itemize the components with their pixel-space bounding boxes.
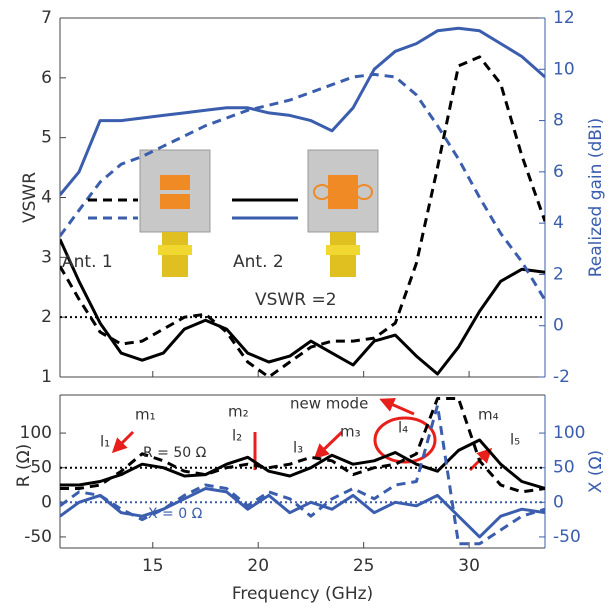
- reference-label: X = 0 Ω: [148, 506, 203, 522]
- series-line: [60, 405, 545, 543]
- y-tick-label: -50: [24, 527, 52, 547]
- y2-tick-label: -50: [553, 527, 581, 547]
- y2-tick-label: 12: [553, 8, 575, 28]
- plot-area: [60, 399, 545, 544]
- annotation: l₄: [398, 419, 408, 437]
- x-tick-label: 20: [247, 556, 269, 576]
- y2-axis-label: X (Ω): [586, 450, 606, 493]
- x-axis-label: Frequency (GHz): [232, 584, 373, 604]
- antenna-2: [308, 150, 378, 277]
- y2-tick-label: 100: [553, 423, 585, 443]
- x-tick-label: 30: [458, 556, 480, 576]
- y2-tick-label: -2: [553, 367, 570, 387]
- y-tick-label: 0: [41, 492, 52, 512]
- series-line: [60, 489, 545, 537]
- y2-tick-label: 10: [553, 59, 575, 79]
- y2-tick-label: 0: [553, 316, 564, 336]
- y2-tick-label: 6: [553, 162, 564, 182]
- y2-tick-label: 8: [553, 111, 564, 131]
- series-line: [60, 74, 545, 300]
- y-tick-label: 4: [41, 188, 52, 208]
- legend-label: Ant. 2: [233, 252, 284, 272]
- y2-tick-label: 50: [553, 458, 575, 478]
- y-tick-label: 2: [41, 307, 52, 327]
- antenna-1: [140, 150, 210, 277]
- annotation: l₃: [293, 439, 303, 457]
- y-tick-label: 7: [41, 8, 52, 28]
- legend-label: Ant. 1: [62, 252, 113, 272]
- y-tick-label: 3: [41, 247, 52, 267]
- annotation: new mode: [290, 395, 368, 413]
- series-line: [60, 57, 545, 377]
- y-tick-label: 5: [41, 128, 52, 148]
- chart: 1234567-2024681012VSWRRealized gain (dBi…: [0, 0, 613, 610]
- plot-area: [60, 28, 545, 377]
- annotation: m₄: [478, 406, 499, 424]
- y2-tick-label: 0: [553, 492, 564, 512]
- y2-tick-label: 4: [553, 213, 564, 233]
- y-axis-label: R (Ω): [14, 444, 34, 487]
- annotation: m₂: [228, 403, 249, 421]
- y-tick-label: 1: [41, 367, 52, 387]
- annotation: l₅: [510, 431, 520, 449]
- annotation: m₁: [135, 406, 156, 424]
- x-tick-label: 25: [353, 556, 375, 576]
- annotation: l₁: [100, 433, 110, 451]
- annotation: m₃: [340, 423, 361, 441]
- y2-axis-label: Realized gain (dBi): [586, 118, 606, 278]
- y2-tick-label: 2: [553, 264, 564, 284]
- y-tick-label: 6: [41, 68, 52, 88]
- y-tick-label: 100: [20, 423, 52, 443]
- page: 1234567-2024681012VSWRRealized gain (dBi…: [0, 0, 613, 614]
- reference-label: R = 50 Ω: [143, 445, 207, 461]
- x-tick-label: 15: [142, 556, 164, 576]
- reference-label: VSWR =2: [255, 290, 337, 310]
- y-axis-label: VSWR: [20, 172, 40, 223]
- series-line: [60, 28, 545, 195]
- annotation: l₂: [232, 427, 242, 445]
